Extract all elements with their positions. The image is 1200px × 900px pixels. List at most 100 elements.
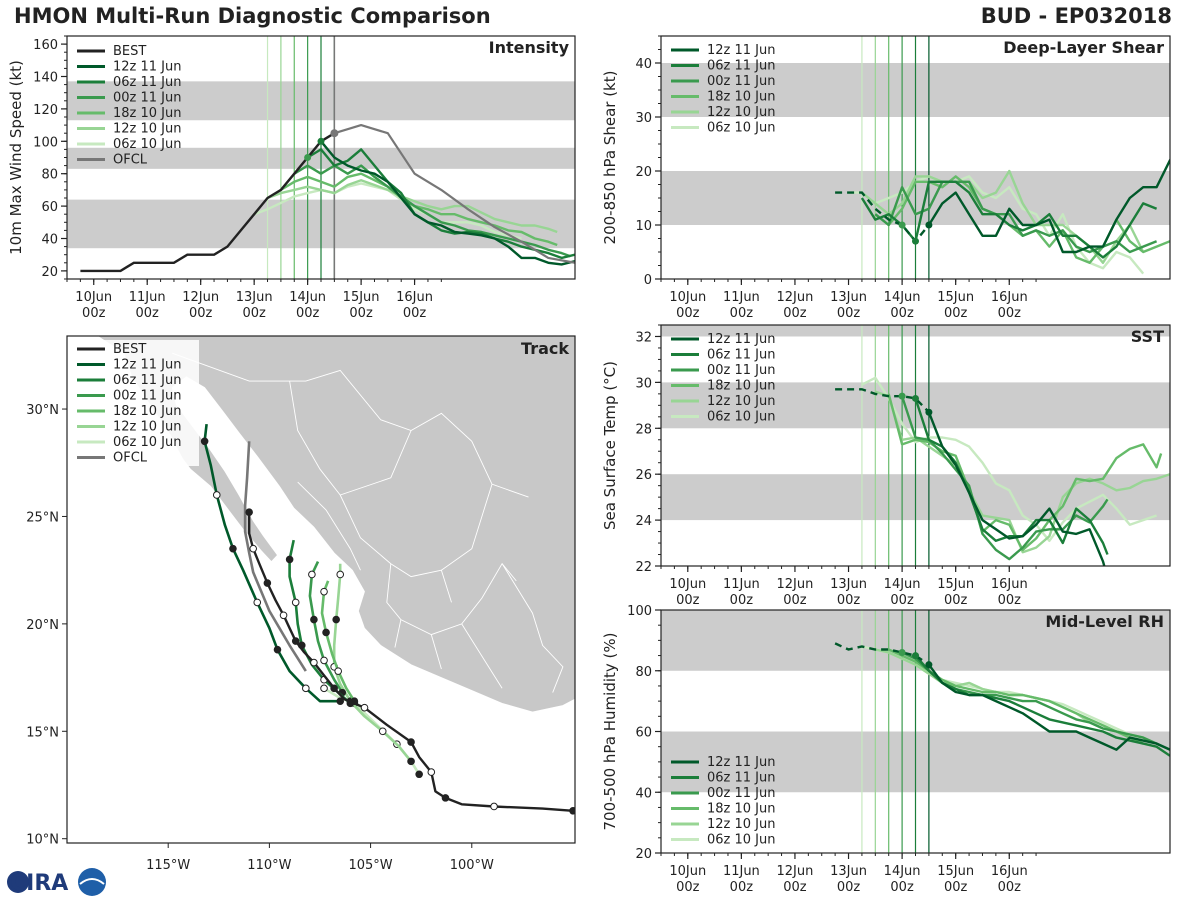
series-12z-10-Jun (267, 178, 558, 234)
track-best-marker (263, 579, 272, 587)
panel-title-rh: Mid-Level RH (1045, 612, 1164, 631)
series-12z-11-Jun (927, 663, 1170, 752)
legend-label-run-1: 06z 11 Jun (113, 75, 182, 90)
legend-label-run-3: 18z 10 Jun (113, 106, 182, 121)
track-run-0-marker (253, 598, 262, 607)
panel-title-sst: SST (1131, 327, 1164, 346)
x-tick-label-day: 16Jun (991, 864, 1028, 879)
y-axis-label-rh: 700-500 hPa Humidity (%) (601, 632, 619, 830)
series-best (834, 642, 930, 666)
legend-label-run-3: 18z 10 Jun (707, 802, 776, 817)
partner-seal-icon (78, 868, 106, 896)
x-tick-label-day: 12Jun (777, 290, 814, 305)
x-tick-label-day: 16Jun (991, 290, 1028, 305)
x-tick-label-day: 14Jun (884, 864, 921, 879)
best-marker-0 (898, 221, 906, 229)
best-marker-2 (925, 661, 933, 669)
series-06z-10-Jun (848, 175, 1145, 275)
x-tick-label-day: 12Jun (182, 290, 219, 305)
legend-label-run-0: 12z 11 Jun (707, 332, 776, 347)
best-marker-0 (304, 154, 312, 161)
best-marker-1 (912, 652, 919, 660)
track-best-marker (279, 611, 288, 620)
track-best-marker (330, 684, 338, 693)
x-tick-label-day: 10Jun (669, 577, 706, 592)
x-tick-label-day: 10Jun (669, 290, 706, 305)
y-tick-label: 24 (635, 514, 652, 529)
series-ofcl (334, 123, 575, 264)
track-best-marker (441, 794, 450, 802)
track-run-3-marker (320, 587, 328, 596)
best-marker-1 (912, 394, 919, 402)
x-tick-label-hour: 00z (783, 306, 807, 321)
x-tick-label-day: 15Jun (937, 290, 974, 305)
plot-area-shear (661, 36, 1170, 279)
track-ofcl (243, 441, 307, 672)
series-06z-11-Jun (306, 148, 575, 260)
x-tick-label-hour: 00z (676, 593, 700, 608)
x-tick-label-day: 16Jun (396, 290, 433, 305)
legend-label-run-4: 12z 10 Jun (113, 420, 182, 435)
state-border-8 (501, 563, 564, 693)
x-tick-label-hour: 00z (944, 306, 968, 321)
x-tick-label-day: 15Jun (343, 290, 380, 305)
legend-label-ofcl: OFCL (113, 451, 148, 466)
track-best-marker (310, 658, 318, 667)
legend-label-run-4: 12z 10 Jun (113, 122, 182, 137)
track-best-marker (245, 508, 253, 516)
series-06z-11-Jun (860, 180, 1158, 259)
series-12z-11-Jun (927, 411, 1106, 566)
panel-track: 115°W 110°W 105°W 100°W 10°N 15°N 20°N 25°N 30°N… (26, 335, 576, 873)
x-tick-label-day: 11Jun (723, 864, 760, 879)
panel-intensity: 2040608010012014016010Jun00z11Jun00z12Ju… (7, 35, 576, 321)
panel-title-intensity: Intensity (489, 38, 570, 57)
y-tick-label: 22 (635, 560, 652, 575)
state-border-0 (172, 352, 529, 498)
state-border-3 (297, 481, 361, 571)
x-tick-label-day: 13Jun (236, 290, 273, 305)
legend-label-run-2: 00z 11 Jun (113, 389, 182, 404)
track-best-marker (490, 802, 498, 811)
track-run-3-marker (334, 667, 343, 675)
y-tick-label: 10 (635, 219, 652, 234)
legend-label-run-0: 12z 11 Jun (707, 755, 776, 770)
track-12z-11-Jun (203, 423, 341, 703)
frame-track (66, 335, 576, 844)
x-tick-label-hour: 00z (944, 593, 968, 608)
track-best-marker (291, 637, 300, 645)
best-marker-2 (925, 408, 933, 416)
y-tick-label: 80 (635, 665, 652, 680)
plot-area-sst (661, 325, 1170, 566)
x-tick-label-hour: 00z (730, 593, 754, 608)
track-run-4-marker (332, 615, 340, 624)
lat-tick-label: 15°N (26, 725, 59, 740)
y-tick-label: 140 (33, 71, 58, 86)
x-tick-label-hour: 00z (837, 880, 861, 895)
y-tick-label: 40 (635, 57, 652, 72)
x-tick-label-hour: 00z (998, 593, 1022, 608)
state-border-4 (386, 562, 517, 636)
x-tick-label-day: 11Jun (723, 577, 760, 592)
track-run-5-marker (320, 684, 328, 693)
legend-label-run-2: 00z 11 Jun (707, 786, 776, 801)
plot-area-rh (661, 610, 1170, 853)
lat-tick-label: 20°N (26, 618, 59, 633)
legend-label-best: BEST (113, 44, 146, 59)
track-run-4-marker (378, 727, 387, 736)
y-tick-label: 28 (635, 422, 652, 437)
y-tick-label: 0 (644, 273, 652, 288)
x-tick-label-hour: 00z (890, 593, 914, 608)
y-tick-label: 30 (635, 376, 652, 391)
plot-area-intensity (67, 36, 575, 279)
x-tick-label-hour: 00z (730, 880, 754, 895)
state-border-2 (339, 484, 493, 578)
panel-rh: 2040608010010Jun00z11Jun00z12Jun00z13Jun… (601, 604, 1171, 895)
legend-label-run-5: 06z 10 Jun (707, 833, 776, 848)
legend-label-run-5: 06z 10 Jun (113, 137, 182, 152)
y-axis-label-shear: 200-850 hPa Shear (kt) (601, 71, 619, 245)
legend-label-run-5: 06z 10 Jun (707, 410, 776, 425)
track-best-marker (360, 703, 369, 712)
lon-tick-label: 115°W (146, 858, 190, 873)
track-run-2-marker (310, 615, 318, 624)
y-axis-label-sst: Sea Surface Temp (°C) (601, 361, 619, 530)
